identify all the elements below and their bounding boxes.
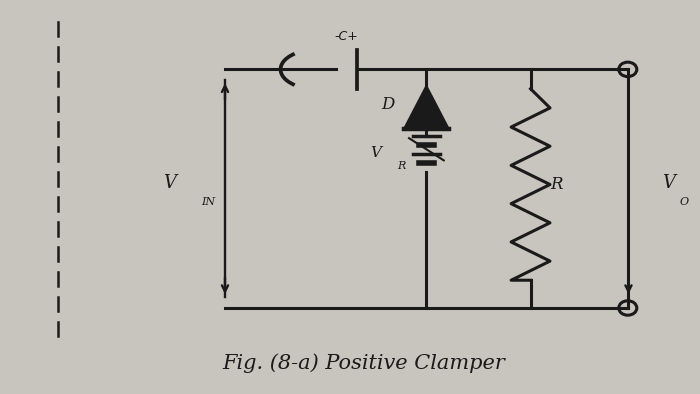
Text: O: O xyxy=(680,197,689,207)
Text: V: V xyxy=(370,146,382,160)
Text: D: D xyxy=(382,96,395,113)
Polygon shape xyxy=(404,86,449,129)
Text: -C+: -C+ xyxy=(335,30,358,43)
Text: V: V xyxy=(662,174,676,192)
Text: V: V xyxy=(163,174,176,192)
Text: R: R xyxy=(551,176,564,193)
Text: R: R xyxy=(397,161,405,171)
Text: IN: IN xyxy=(201,197,215,207)
Text: Fig. (8-a) Positive Clamper: Fig. (8-a) Positive Clamper xyxy=(223,354,505,373)
